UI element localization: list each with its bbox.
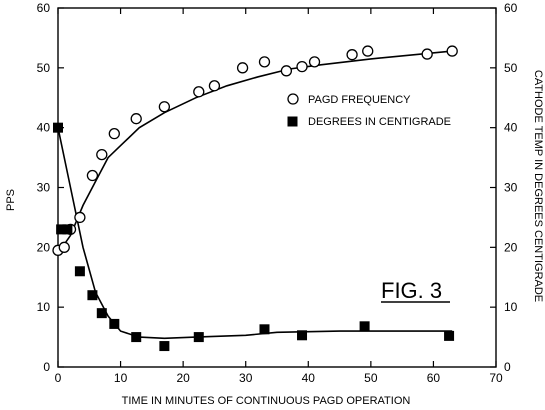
figure-label: FIG. 3 [381, 278, 442, 303]
data-point-degrees [131, 332, 142, 343]
data-point-degrees [62, 224, 73, 235]
x-tick-label: 0 [55, 371, 62, 385]
data-point-degrees [87, 290, 98, 301]
data-point-pagd-frequency [258, 56, 271, 68]
data-points [52, 45, 458, 352]
legend-label-degrees: DEGREES IN CENTIGRADE [308, 116, 451, 128]
data-point-pagd-frequency [208, 80, 221, 92]
y-tick-label: 20 [37, 240, 51, 254]
y2-tick-label: 40 [504, 121, 518, 135]
legend: PAGD FREQUENCY DEGREES IN CENTIGRADE [287, 93, 451, 128]
x-tick-label: 10 [114, 371, 128, 385]
data-point-pagd-frequency [236, 62, 249, 74]
axis-ticks: 0 10 20 30 40 50 60 700102030405060010203040506… [37, 1, 518, 385]
x-tick-label: 40 [302, 371, 316, 385]
y-tick-label: 30 [37, 181, 51, 195]
data-point-pagd-frequency [421, 48, 433, 60]
data-point-degrees [193, 332, 204, 343]
plot-border [57, 7, 497, 368]
y2-tick-label: 30 [504, 181, 518, 195]
data-point-pagd-frequency [446, 45, 458, 57]
data-point-pagd-frequency [58, 241, 70, 253]
data-point-degrees [359, 321, 370, 332]
data-point-pagd-frequency [108, 127, 120, 140]
legend-marker-pagd-frequency [287, 93, 299, 105]
data-point-pagd-frequency [130, 113, 142, 125]
legend-marker-degrees [287, 116, 298, 127]
fit-line-series-0 [57, 50, 453, 254]
data-point-degrees [74, 266, 85, 277]
data-point-degrees [444, 330, 455, 341]
data-point-degrees [159, 341, 170, 352]
plot-frame [57, 7, 497, 368]
y-axis-title: PPS [5, 189, 17, 211]
data-point-pagd-frequency [362, 45, 374, 57]
data-point-pagd-frequency [346, 49, 358, 61]
x-tick-label: 20 [176, 371, 190, 385]
legend-label-pagd-frequency: PAGD FREQUENCY [308, 94, 411, 106]
data-point-degrees [109, 318, 120, 329]
data-point-degrees [53, 122, 63, 133]
y-tick-label: 60 [37, 1, 51, 15]
data-point-pagd-frequency [74, 211, 86, 224]
data-point-pagd-frequency [158, 101, 171, 113]
data-point-pagd-frequency [96, 148, 108, 161]
y2-tick-label: 10 [504, 300, 518, 314]
y-tick-label: 0 [43, 360, 50, 374]
data-point-pagd-frequency [86, 169, 99, 182]
fit-lines [57, 50, 453, 340]
y2-tick-label: 60 [504, 1, 518, 15]
fit-line-series-1 [57, 127, 453, 340]
x-axis-title: TIME IN MINUTES OF CONTINUOUS PAGD OPERA… [122, 395, 411, 407]
x-tick-label: 60 [427, 371, 441, 385]
y2-axis-title: CATHODE TEMP IN DEGREES CENTIGRADE [532, 70, 544, 302]
x-tick-label: 50 [364, 371, 378, 385]
data-point-pagd-frequency [193, 86, 205, 98]
data-point-degrees [96, 308, 107, 319]
data-point-pagd-frequency [308, 56, 321, 68]
data-point-degrees [297, 330, 308, 341]
y-tick-label: 50 [37, 61, 51, 75]
y2-tick-label: 50 [504, 61, 518, 75]
y2-tick-label: 0 [504, 360, 511, 374]
data-point-pagd-frequency [296, 60, 308, 73]
x-tick-label: 30 [239, 371, 253, 385]
y-tick-label: 40 [37, 121, 51, 135]
data-point-degrees [259, 324, 270, 335]
y2-tick-label: 20 [504, 240, 518, 254]
x-tick-label: 70 [489, 371, 503, 385]
data-point-pagd-frequency [280, 65, 293, 77]
y-tick-label: 10 [37, 300, 51, 314]
